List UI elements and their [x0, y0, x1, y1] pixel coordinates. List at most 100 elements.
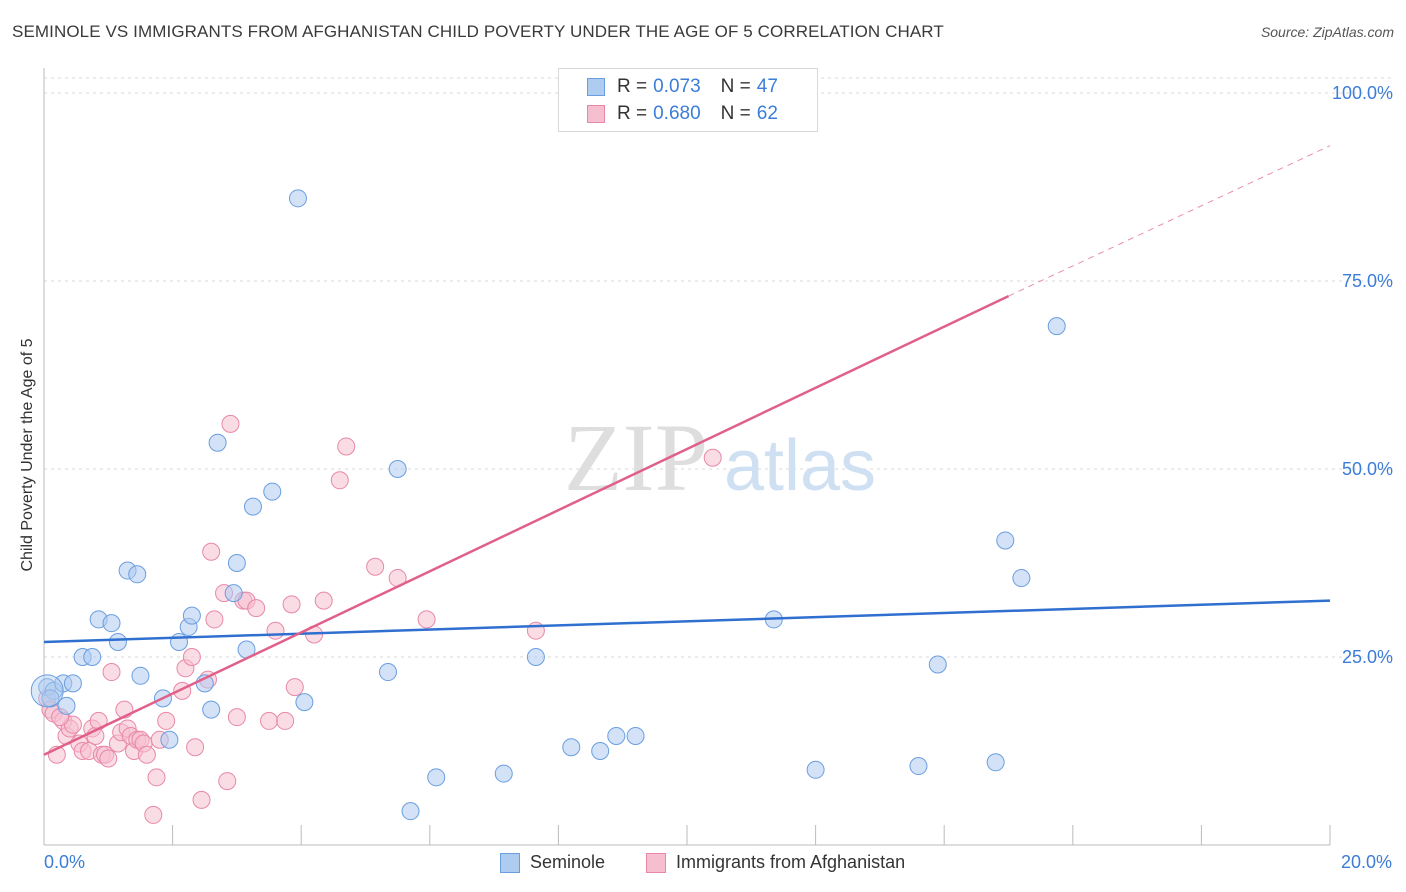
- seminole-point: [128, 565, 147, 584]
- series-legend: Seminole Immigrants from Afghanistan: [0, 852, 1406, 878]
- seminole-point: [562, 738, 581, 757]
- afghanistan-point: [186, 738, 205, 757]
- afghanistan-point: [192, 790, 211, 809]
- afghanistan-point: [182, 648, 201, 667]
- afghanistan-point: [330, 471, 349, 490]
- seminole-point: [227, 554, 246, 573]
- legend-n-key: N =: [720, 76, 751, 97]
- afghanistan-point: [99, 749, 118, 768]
- grid-lines: [44, 77, 1395, 658]
- seminole-point: [607, 726, 626, 745]
- seminole-point: [1012, 569, 1031, 588]
- seminole-point: [30, 674, 64, 708]
- afghanistan-point: [221, 414, 240, 433]
- seminole-point: [806, 760, 825, 779]
- seminole-points: [30, 189, 1066, 821]
- afghanistan-point: [417, 610, 436, 629]
- x-axis-max-label: 20.0%: [1340, 852, 1392, 872]
- seminole-point: [182, 606, 201, 625]
- correlation-legend: R = 0.073 N = 47 R = 0.680 N = 62: [558, 68, 818, 132]
- seminole-point: [170, 632, 189, 651]
- seminole-point: [379, 663, 398, 682]
- seminole-legend-swatch: [500, 852, 520, 873]
- seminole-point: [108, 632, 127, 651]
- seminole-point: [401, 802, 420, 821]
- legend-row-afghanistan: R = 0.680 N = 62: [559, 101, 778, 127]
- legend-item-seminole: Seminole: [500, 852, 605, 873]
- seminole-point: [63, 674, 82, 693]
- watermark: ZIP atlas: [564, 404, 876, 511]
- seminole-point: [208, 433, 227, 452]
- afghanistan-points: [38, 414, 722, 824]
- x-axis-min-label: 0.0%: [44, 852, 86, 872]
- afghanistan-point: [266, 621, 285, 640]
- afghanistan-trend-extension: [1008, 145, 1331, 297]
- afghanistan-point: [366, 557, 385, 576]
- afghanistan-point: [157, 711, 176, 730]
- afghanistan-point: [144, 805, 163, 824]
- seminole-point: [102, 614, 121, 633]
- legend-r-key: R =: [617, 76, 648, 97]
- y-tick-label: 25.0%: [1342, 647, 1393, 667]
- watermark-zip: ZIP: [564, 404, 708, 511]
- legend-row-seminole: R = 0.073 N = 47: [559, 74, 778, 100]
- afghanistan-point: [137, 745, 156, 764]
- legend-n-value-seminole: 47: [756, 76, 778, 97]
- seminole-point: [202, 700, 221, 719]
- seminole-point: [131, 666, 150, 685]
- seminole-point: [263, 482, 282, 501]
- seminole-point: [591, 742, 610, 761]
- seminole-point: [996, 531, 1015, 550]
- seminole-point: [288, 189, 307, 208]
- afghanistan-point: [218, 772, 237, 791]
- afghanistan-trend-line: [43, 294, 1010, 756]
- afghanistan-point: [227, 708, 246, 727]
- seminole-point: [160, 730, 179, 749]
- seminole-point: [57, 696, 76, 715]
- seminole-point: [388, 460, 407, 479]
- seminole-point: [928, 655, 947, 674]
- afghanistan-point: [337, 437, 356, 456]
- afghanistan-point: [314, 591, 333, 610]
- legend-item-afghanistan: Immigrants from Afghanistan: [646, 852, 905, 873]
- afghanistan-point: [282, 595, 301, 614]
- seminole-point: [243, 497, 262, 516]
- seminole-trend-line: [43, 599, 1331, 644]
- seminole-point: [1047, 317, 1066, 336]
- afghanistan-point: [205, 610, 224, 629]
- afghanistan-point: [703, 448, 722, 467]
- afghanistan-point: [247, 599, 266, 618]
- source-label: Source: ZipAtlas.com: [1260, 24, 1394, 40]
- seminole-point: [986, 753, 1005, 772]
- seminole-point: [224, 584, 243, 603]
- afghanistan-swatch: [587, 105, 605, 123]
- afghanistan-point: [147, 768, 166, 787]
- chart-title: SEMINOLE VS IMMIGRANTS FROM AFGHANISTAN …: [12, 22, 944, 41]
- seminole-point: [83, 648, 102, 667]
- afghanistan-point: [102, 663, 121, 682]
- y-axis-label: Child Poverty Under the Age of 5: [19, 338, 36, 572]
- afghanistan-point: [202, 542, 221, 561]
- afghanistan-point: [285, 678, 304, 697]
- afghanistan-legend-swatch: [646, 852, 666, 873]
- legend-label-seminole: Seminole: [530, 852, 606, 872]
- legend-r-value-afghanistan: 0.680: [653, 103, 701, 124]
- seminole-point: [494, 764, 513, 783]
- seminole-point: [526, 648, 545, 667]
- seminole-point: [295, 693, 314, 712]
- seminole-point: [909, 757, 928, 776]
- legend-r-value-seminole: 0.073: [653, 76, 701, 97]
- legend-label-afghanistan: Immigrants from Afghanistan: [676, 852, 906, 872]
- y-tick-labels: 25.0% 50.0% 75.0% 100.0%: [1332, 83, 1393, 667]
- trend-lines: [43, 145, 1331, 756]
- y-tick-label: 75.0%: [1342, 271, 1393, 291]
- y-tick-label: 100.0%: [1332, 83, 1393, 103]
- afghanistan-point: [276, 711, 295, 730]
- legend-n-value-afghanistan: 62: [756, 103, 778, 124]
- watermark-atlas: atlas: [724, 426, 876, 506]
- y-tick-label: 50.0%: [1342, 459, 1393, 479]
- legend-n-key: N =: [720, 103, 751, 124]
- legend-r-key: R =: [617, 103, 648, 124]
- seminole-point: [626, 726, 645, 745]
